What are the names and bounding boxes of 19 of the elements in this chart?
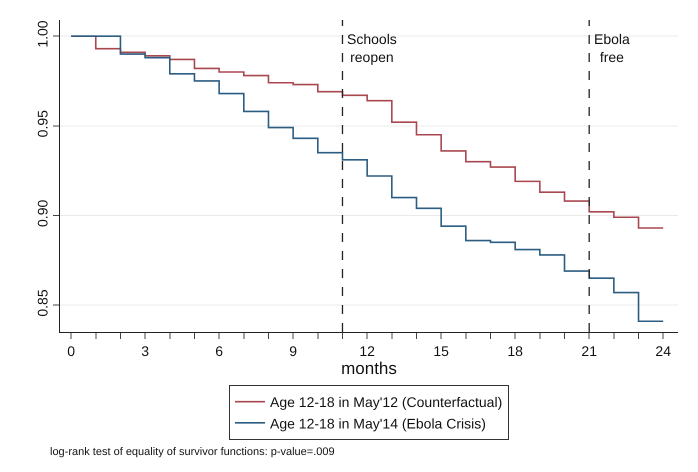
x-tick-label: 24 bbox=[655, 342, 672, 359]
x-tick-label: 3 bbox=[141, 342, 150, 359]
x-tick-label: 0 bbox=[67, 342, 76, 359]
x-tick-label: 18 bbox=[507, 342, 524, 359]
y-tick-label: 0.90 bbox=[34, 200, 50, 227]
y-tick-label: 0.85 bbox=[34, 289, 50, 317]
text: log-rank test of equality of survivor functions: p-value=.009 bbox=[50, 446, 335, 458]
x-tick-label: 21 bbox=[581, 342, 598, 359]
x-axis-title: months bbox=[341, 358, 397, 378]
x-tick-label: 6 bbox=[215, 342, 224, 359]
x-tick-label: 9 bbox=[289, 342, 298, 359]
legend-label: Age 12-18 in May'14 (Ebola Crisis) bbox=[270, 415, 486, 432]
x-tick-label: 15 bbox=[433, 342, 450, 359]
x-tick-label: 12 bbox=[359, 342, 376, 359]
y-tick-label: 1.00 bbox=[34, 20, 50, 48]
y-tick-label: 0.95 bbox=[34, 110, 50, 138]
ref-line-label: Schools reopen bbox=[347, 31, 397, 66]
ref-line-label: Ebola free bbox=[594, 31, 630, 66]
legend-label: Age 12-18 in May'12 (Counterfactual) bbox=[270, 394, 502, 410]
